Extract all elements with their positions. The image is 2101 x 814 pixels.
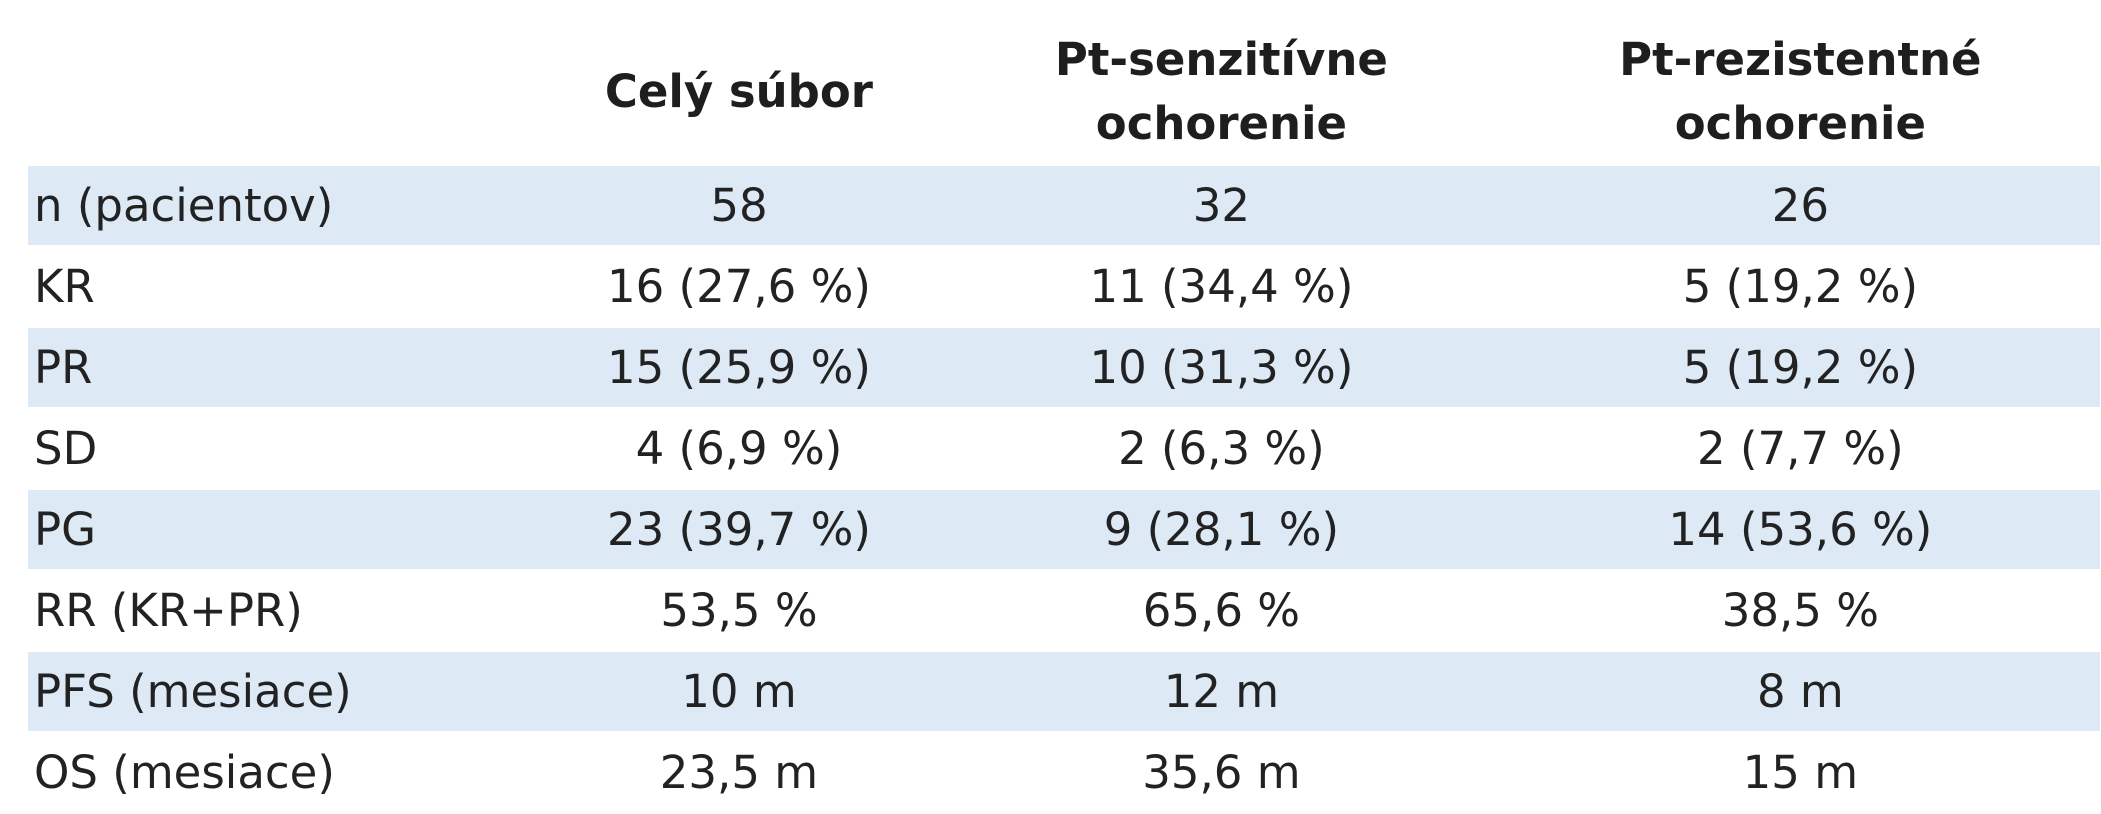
table-cell: 23,5 m [535,733,943,814]
row-label: OS (mesiace) [28,733,536,814]
row-label: PG [28,490,536,571]
table-cell: 32 [942,166,1501,247]
table-cell: 2 (6,3 %) [942,409,1501,490]
header-empty [28,18,536,166]
table-cell: 2 (7,7 %) [1500,409,2100,490]
table-cell: 4 (6,9 %) [535,409,943,490]
header-line: Pt-rezistentné [1619,33,1982,86]
table-row: RR (KR+PR) 53,5 % 65,6 % 38,5 % [28,571,2100,652]
table-cell: 26 [1500,166,2100,247]
table-cell: 15 (25,9 %) [535,328,943,409]
table-cell: 58 [535,166,943,247]
table-cell: 9 (28,1 %) [942,490,1501,571]
table-row: SD 4 (6,9 %) 2 (6,3 %) 2 (7,7 %) [28,409,2100,490]
header-line: Celý súbor [604,65,874,118]
header-pt-rezistentne: Pt-rezistentné ochorenie [1501,18,2100,166]
table-row: PFS (mesiace) 10 m 12 m 8 m [28,652,2100,733]
table-cell: 65,6 % [942,571,1501,652]
table-row: PR 15 (25,9 %) 10 (31,3 %) 5 (19,2 %) [28,328,2100,409]
table-cell: 11 (34,4 %) [942,247,1501,328]
header-cely-subor: Celý súbor [536,18,942,166]
table-cell: 16 (27,6 %) [535,247,943,328]
table-cell: 5 (19,2 %) [1500,328,2100,409]
row-label: PFS (mesiace) [28,652,536,733]
table-row: n (pacientov) 58 32 26 [28,166,2100,247]
header-line: ochorenie [1674,97,1926,150]
table-cell: 10 (31,3 %) [942,328,1501,409]
table-cell: 14 (53,6 %) [1500,490,2100,571]
table-row: PG 23 (39,7 %) 9 (28,1 %) 14 (53,6 %) [28,490,2100,571]
row-label: KR [28,247,536,328]
table-cell: 15 m [1500,733,2100,814]
header-line: ochorenie [1095,97,1348,150]
table-row: KR 16 (27,6 %) 11 (34,4 %) 5 (19,2 %) [28,247,2100,328]
results-table: Celý súbor Pt-senzitívne ochorenie Pt-re… [28,18,2100,814]
table-cell: 12 m [942,652,1501,733]
table-cell: 38,5 % [1500,571,2100,652]
header-line: Pt-senzitívne [1054,33,1388,86]
row-label: PR [28,328,536,409]
table-cell: 10 m [535,652,943,733]
row-label: n (pacientov) [28,166,536,247]
table-row: OS (mesiace) 23,5 m 35,6 m 15 m [28,733,2100,814]
row-label: RR (KR+PR) [28,571,536,652]
table-header-row: Celý súbor Pt-senzitívne ochorenie Pt-re… [28,18,2100,166]
table-cell: 53,5 % [535,571,943,652]
table-cell: 23 (39,7 %) [535,490,943,571]
table-cell: 5 (19,2 %) [1500,247,2100,328]
table-cell: 35,6 m [942,733,1501,814]
table-cell: 8 m [1500,652,2100,733]
row-label: SD [28,409,536,490]
header-pt-senzitivne: Pt-senzitívne ochorenie [942,18,1501,166]
